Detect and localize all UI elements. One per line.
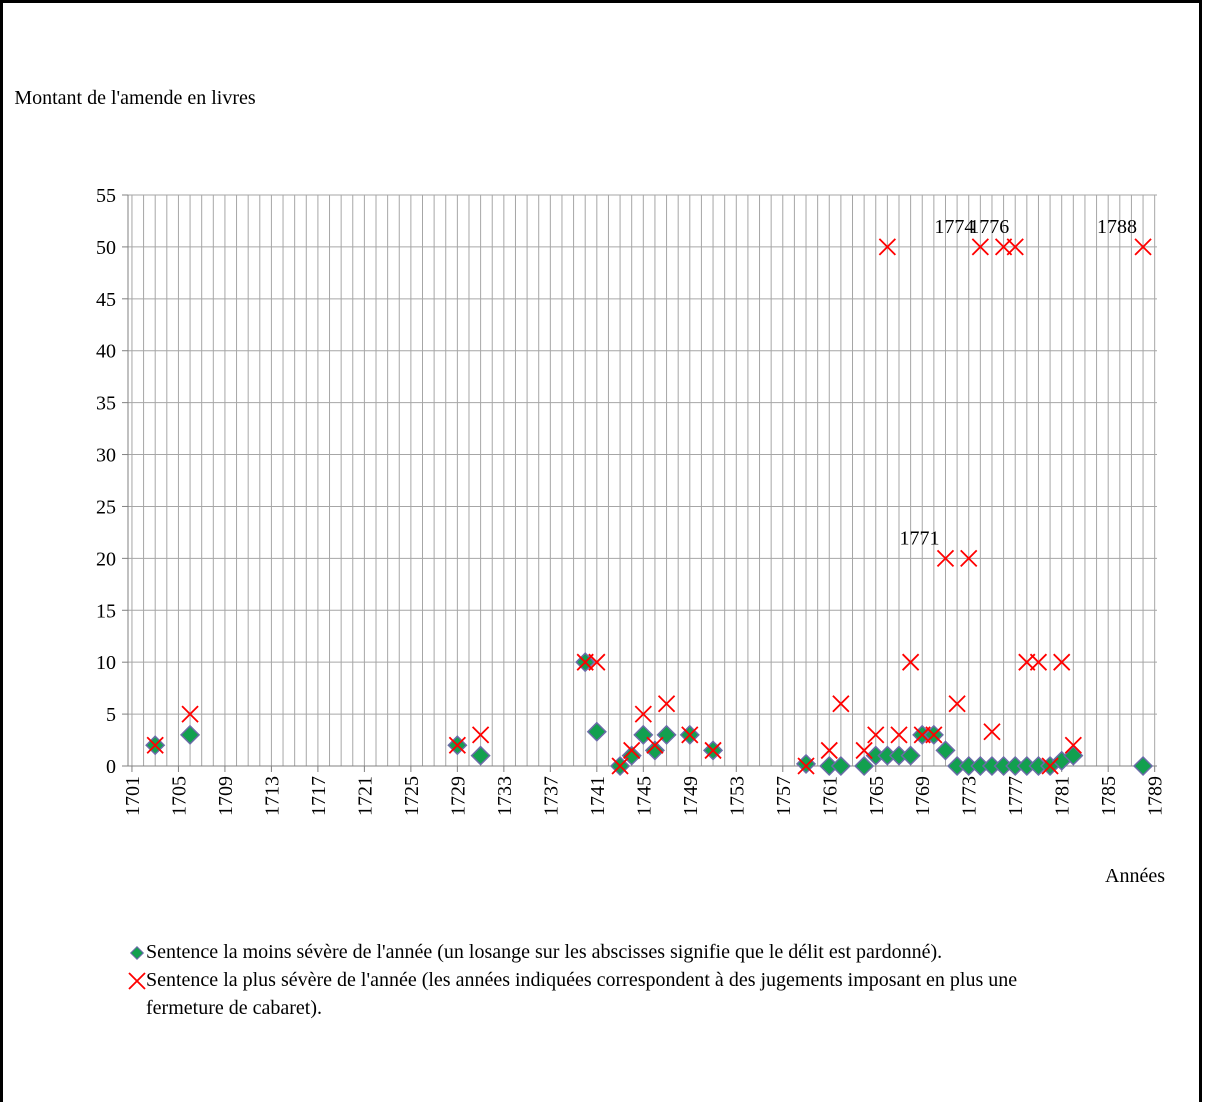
y-tick-label: 10 <box>96 652 116 674</box>
cross-point <box>1041 757 1059 775</box>
cross-point <box>878 238 897 256</box>
y-tick-label: 45 <box>96 289 116 311</box>
legend-entry: Sentence la moins sévère de l'année (un … <box>128 938 1098 966</box>
cross-point <box>797 757 815 775</box>
x-tick-label: 1777 <box>1005 776 1027 816</box>
x-tick-label: 1717 <box>308 776 330 816</box>
cross-point <box>901 653 920 671</box>
legend-label: Sentence la plus sévère de l'année (les … <box>146 969 1018 1019</box>
diamond-point <box>656 724 677 745</box>
cross-point <box>146 736 164 754</box>
x-tick-label: 1701 <box>122 776 144 816</box>
x-tick-label: 1721 <box>354 776 376 816</box>
y-tick-label: 15 <box>96 600 116 622</box>
x-tick-label: 1725 <box>401 776 423 816</box>
cross-point <box>820 741 838 760</box>
cross-point <box>646 736 664 754</box>
x-tick-label: 1769 <box>912 776 934 816</box>
x-tick-label: 1765 <box>866 776 888 816</box>
cross-point <box>867 726 885 744</box>
legend-marker <box>128 972 146 990</box>
x-tick-label: 1733 <box>494 776 516 816</box>
cross-point <box>1006 238 1024 256</box>
x-tick-label: 1709 <box>215 776 237 816</box>
y-tick-label: 30 <box>96 445 116 467</box>
annotation: 1776 <box>969 216 1009 238</box>
cross-point <box>936 549 955 568</box>
x-tick-label: 1729 <box>447 776 469 816</box>
cross-point <box>704 741 722 760</box>
cross-point <box>588 653 606 671</box>
x-tick-label: 1761 <box>819 776 841 816</box>
diamond-point <box>129 945 145 961</box>
diamond-point <box>586 721 607 742</box>
annotation: 1774 <box>934 216 974 238</box>
annotation: 1788 <box>1097 216 1137 238</box>
annotation: 1771 <box>899 527 939 549</box>
cross-point <box>611 757 629 775</box>
cross-point <box>623 741 641 760</box>
y-tick-label: 55 <box>96 185 116 207</box>
x-tick-label: 1789 <box>1145 776 1167 816</box>
cross-point <box>925 726 943 744</box>
diamond-point <box>644 740 665 761</box>
cross-point <box>948 695 966 713</box>
cross-point <box>983 723 1001 741</box>
cross-point <box>1029 653 1048 671</box>
x-tick-label: 1753 <box>726 776 748 816</box>
y-tick-label: 25 <box>96 496 116 518</box>
diamond-point <box>1132 755 1154 777</box>
diamond-point <box>1063 745 1084 766</box>
cross-point <box>634 705 652 723</box>
diamond-point <box>180 724 201 745</box>
cross-point <box>1053 653 1071 671</box>
legend: Sentence la moins sévère de l'année (un … <box>128 938 1098 1022</box>
y-tick-label: 5 <box>106 704 116 726</box>
cross-point <box>128 972 146 990</box>
x-tick-label: 1713 <box>261 776 283 816</box>
cross-point <box>181 705 199 723</box>
x-tick-label: 1741 <box>587 776 609 816</box>
diamond-point <box>470 745 491 766</box>
x-tick-label: 1749 <box>680 776 702 816</box>
cross-point <box>832 695 850 713</box>
y-tick-label: 50 <box>96 237 116 259</box>
cross-point <box>960 549 978 568</box>
cross-point <box>1134 238 1152 256</box>
cross-point <box>681 726 699 744</box>
cross-point <box>971 238 989 256</box>
x-axis-label: Années <box>1105 865 1165 887</box>
y-axis-label: Montant de l'amende en livres <box>14 87 256 109</box>
cross-point <box>471 726 490 744</box>
diamond-point <box>830 755 851 777</box>
x-tick-label: 1785 <box>1098 776 1120 816</box>
diamond-point <box>795 753 817 774</box>
diamond-point <box>900 745 921 766</box>
cross-point <box>890 726 908 744</box>
diamond-point <box>633 724 654 745</box>
diamond-point <box>854 755 875 777</box>
x-tick-label: 1705 <box>168 776 190 816</box>
x-tick-label: 1745 <box>633 776 655 816</box>
legend-label: Sentence la moins sévère de l'année (un … <box>146 941 943 963</box>
y-tick-label: 0 <box>106 756 116 778</box>
cross-point <box>1064 736 1082 754</box>
cross-point <box>855 741 873 760</box>
x-tick-label: 1737 <box>540 776 562 816</box>
y-tick-label: 40 <box>96 341 116 363</box>
y-tick-label: 35 <box>96 393 116 415</box>
legend-entry: Sentence la plus sévère de l'année (les … <box>128 966 1098 1022</box>
diamond-point <box>935 740 956 761</box>
legend-marker <box>129 945 145 961</box>
y-tick-label: 20 <box>96 548 116 570</box>
x-tick-label: 1773 <box>959 776 981 816</box>
cross-point <box>448 736 467 754</box>
x-tick-label: 1757 <box>773 776 795 816</box>
cross-point <box>657 695 676 713</box>
x-tick-label: 1781 <box>1052 776 1074 816</box>
